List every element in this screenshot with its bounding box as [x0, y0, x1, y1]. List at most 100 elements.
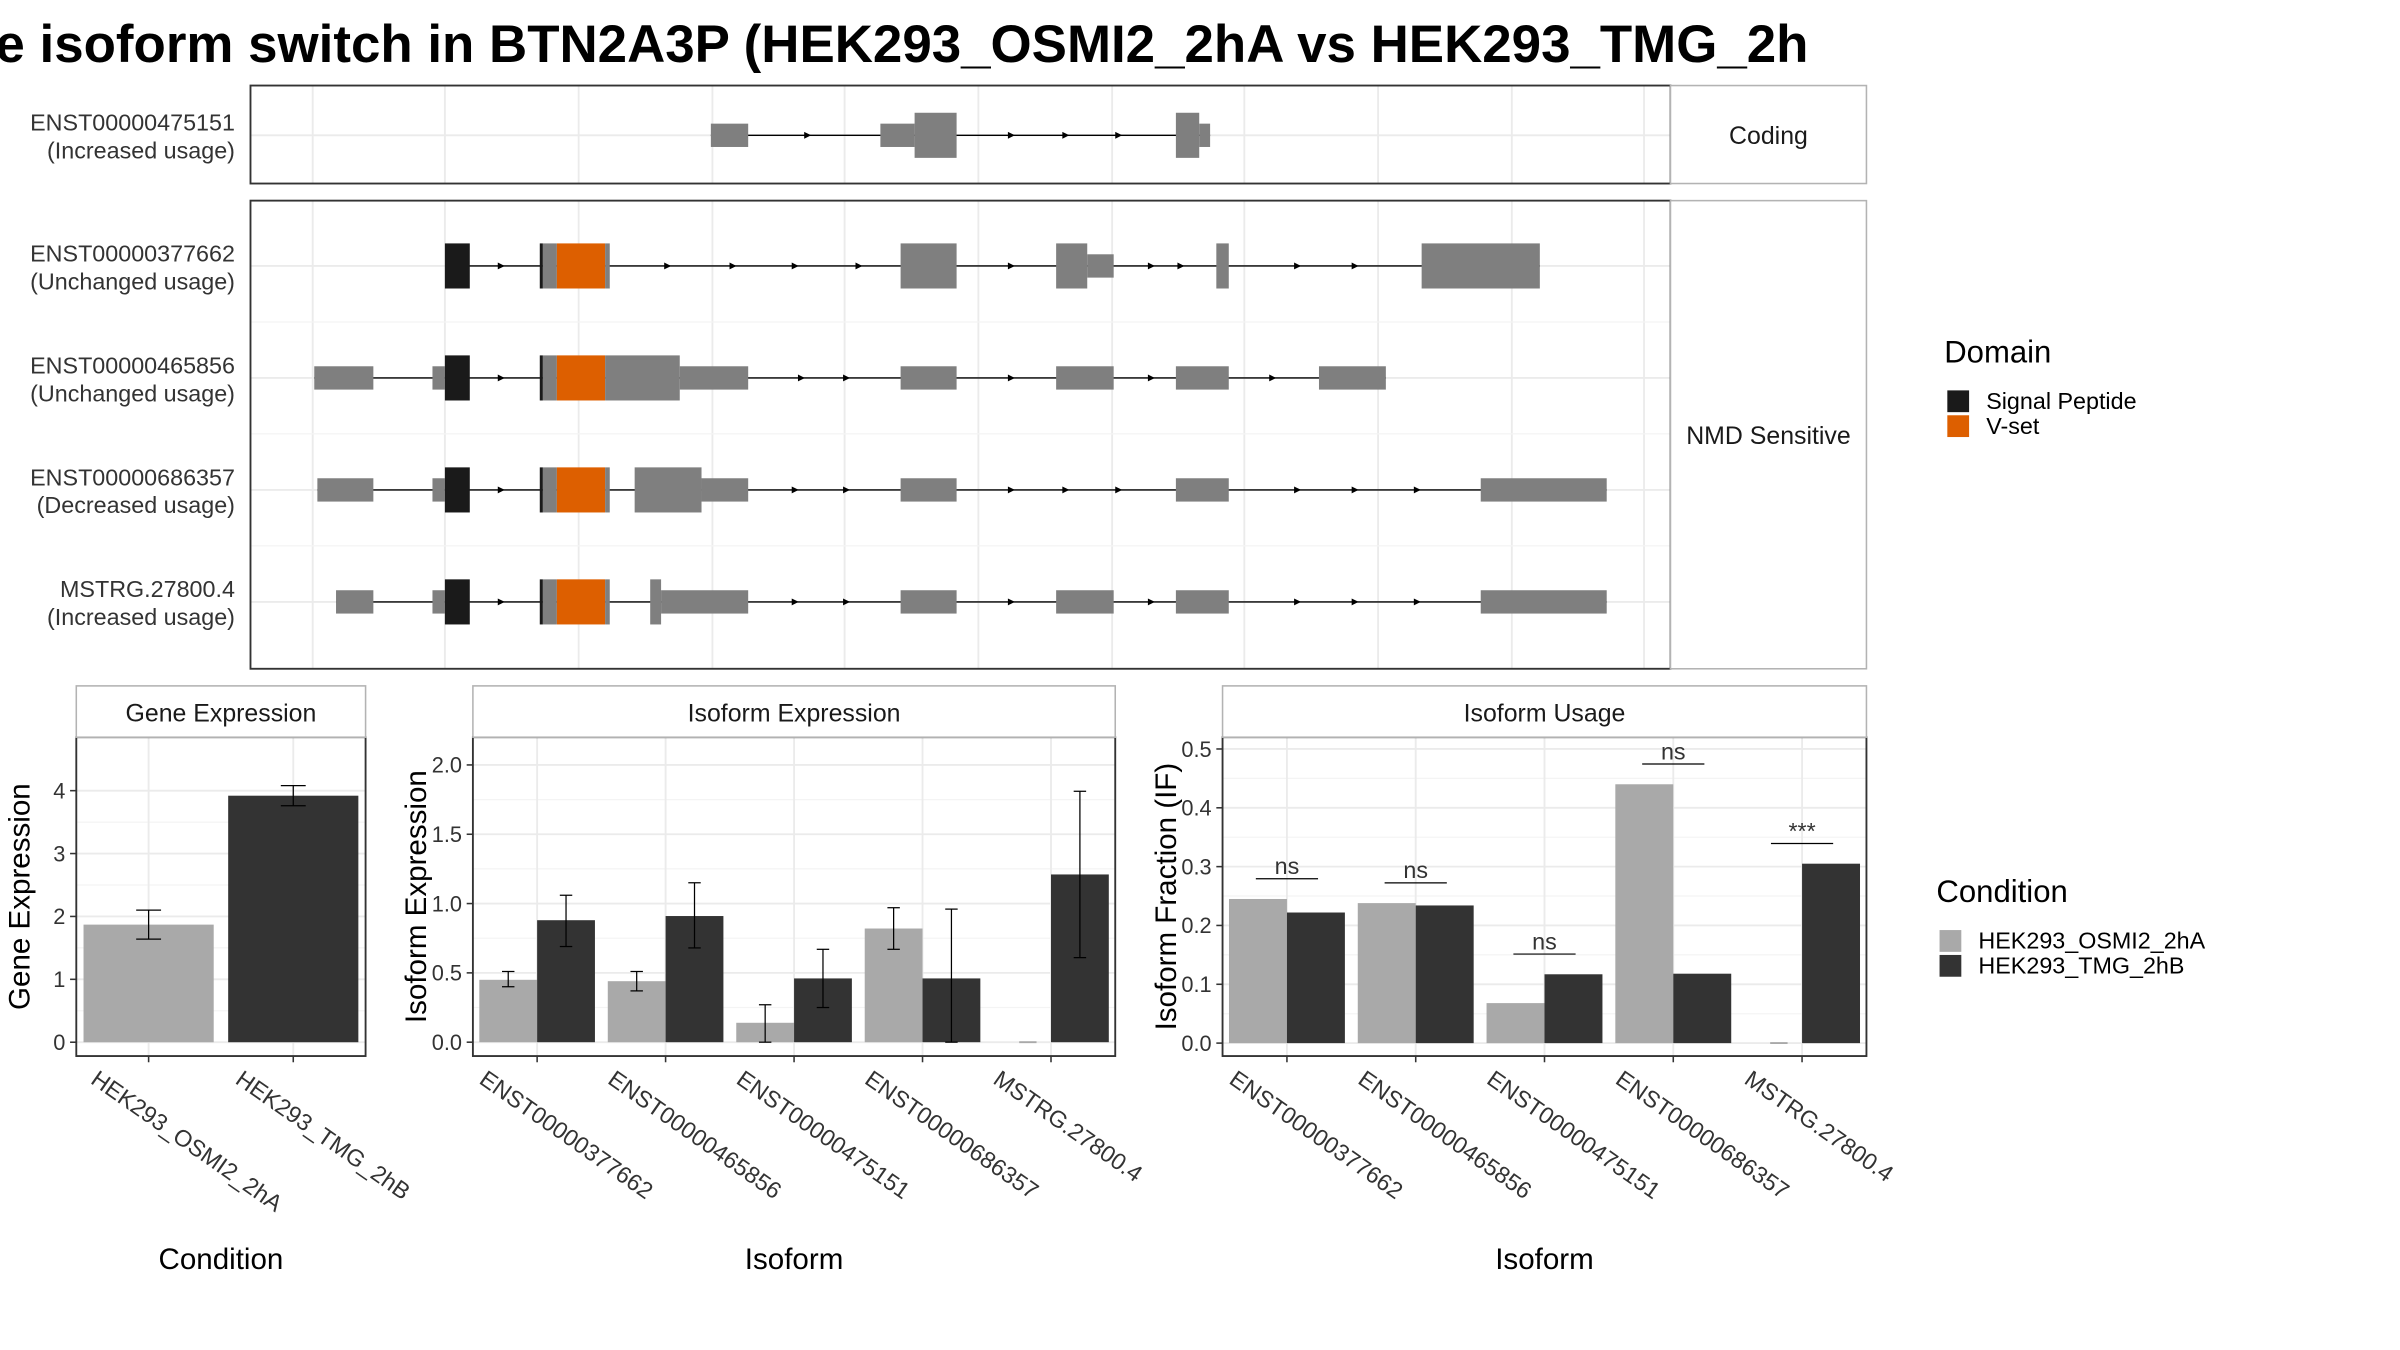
exon-block [1318, 366, 1386, 390]
y-axis-title: Gene Expression [4, 783, 37, 1010]
chart-strip [472, 685, 1117, 738]
exon-block [317, 478, 374, 502]
exon-block [1056, 366, 1114, 390]
significance-label: ns [1403, 857, 1428, 883]
exon-block [710, 123, 749, 147]
intron-direction-arrow [855, 262, 863, 270]
y-tick-label: 2.0 [432, 753, 462, 778]
transcript-usage-label: (Unchanged usage) [30, 268, 235, 294]
intron-direction-arrow [791, 486, 799, 494]
intron-direction-arrow [1147, 262, 1155, 270]
intron-direction-arrow [497, 374, 505, 382]
legend-key-swatch [1947, 415, 1970, 438]
structure-strip-label: Coding [1729, 122, 1808, 150]
v-set-domain-block [556, 243, 606, 289]
intron-direction-arrow [1177, 262, 1185, 270]
x-axis-title: Isoform [745, 1243, 844, 1276]
v-set-domain-block [556, 579, 606, 625]
exon-block [432, 590, 445, 614]
intron-direction-arrow [1294, 486, 1302, 494]
intron-direction-arrow [843, 374, 851, 382]
legend-key-label: Signal Peptide [1986, 388, 2136, 414]
exon-block [605, 243, 610, 289]
intron-direction-arrow [797, 374, 805, 382]
intron-direction-arrow [1147, 374, 1155, 382]
series-bar [1615, 784, 1674, 1044]
transcript-structure-plot: ENST00000475151(Increased usage)CodingEN… [30, 84, 1868, 670]
exon-block [1056, 590, 1114, 614]
legend-key-label: V-set [1986, 413, 2040, 439]
exon-block [914, 112, 957, 158]
y-tick-label: 0.5 [1181, 737, 1211, 762]
intron-direction-arrow [1115, 131, 1123, 139]
exon-block [605, 579, 610, 625]
y-axis-title: Isoform Fraction (IF) [1150, 763, 1183, 1031]
intron-direction-arrow [843, 598, 851, 606]
series-bar [1673, 973, 1732, 1044]
structure-strip [1669, 84, 1868, 185]
intron-direction-arrow [791, 598, 799, 606]
intron-direction-arrow [497, 598, 505, 606]
intron-direction-arrow [1413, 486, 1421, 494]
chart-strip [1221, 685, 1868, 738]
y-tick-label: 0.0 [1181, 1031, 1211, 1056]
significance-label: *** [1788, 818, 1815, 844]
gene-expression-bar [228, 795, 359, 1043]
y-tick-label: 0.1 [1181, 972, 1211, 997]
y-tick-label: 2 [53, 904, 65, 929]
signal-peptide-block [444, 579, 470, 625]
exon-block [432, 366, 445, 390]
exon-block [1056, 243, 1088, 289]
transcript-name-label: ENST00000686357 [30, 464, 235, 490]
x-axis-title: Isoform [1495, 1243, 1594, 1276]
y-tick-label: 3 [53, 841, 65, 866]
intron-direction-arrow [729, 262, 737, 270]
exon-block [605, 467, 610, 513]
x-axis-title: Condition [159, 1243, 284, 1276]
exon-block [542, 467, 557, 513]
intron-direction-arrow [804, 131, 812, 139]
legend-title: Domain [1944, 334, 2051, 369]
expression-bar-charts: Gene Expression01234HEK293_OSMI2_2hAHEK2… [4, 685, 1898, 1276]
exon-block [1175, 478, 1229, 502]
transcript-usage-label: (Unchanged usage) [30, 380, 235, 406]
intron-direction-arrow [843, 486, 851, 494]
exon-block [900, 366, 957, 390]
structure-strip [1669, 199, 1868, 670]
intron-direction-arrow [1294, 262, 1302, 270]
exon-block [650, 579, 662, 625]
intron-direction-arrow [497, 262, 505, 270]
intron-direction-arrow [791, 262, 799, 270]
exon-block [1480, 478, 1607, 502]
exon-block [661, 590, 749, 614]
intron-direction-arrow [664, 262, 672, 270]
exon-block [634, 467, 702, 513]
y-tick-label: 1.5 [432, 822, 462, 847]
exon-block [1199, 123, 1211, 147]
y-tick-label: 0.2 [1181, 913, 1211, 938]
legend-key-label: HEK293_OSMI2_2hA [1978, 928, 2205, 954]
exon-block [432, 478, 445, 502]
legend-key-swatch [1939, 930, 1962, 952]
v-set-domain-block [556, 467, 606, 513]
v-set-domain-block [556, 355, 606, 401]
exon-block [314, 366, 374, 390]
intron-direction-arrow [1294, 598, 1302, 606]
exon-block [1175, 590, 1229, 614]
intron-direction-arrow [1351, 262, 1359, 270]
intron-direction-arrow [1007, 598, 1015, 606]
transcript-name-label: ENST00000377662 [30, 240, 235, 266]
y-tick-label: 1 [53, 967, 65, 992]
signal-peptide-block [539, 355, 543, 401]
intron-direction-arrow [1269, 374, 1277, 382]
signal-peptide-block [444, 355, 470, 401]
exon-block [542, 355, 557, 401]
exon-block [1175, 366, 1229, 390]
exon-block [701, 478, 749, 502]
y-tick-label: 0.3 [1181, 854, 1211, 879]
intron-direction-arrow [1007, 374, 1015, 382]
signal-peptide-block [444, 243, 470, 289]
signal-peptide-block [539, 579, 543, 625]
